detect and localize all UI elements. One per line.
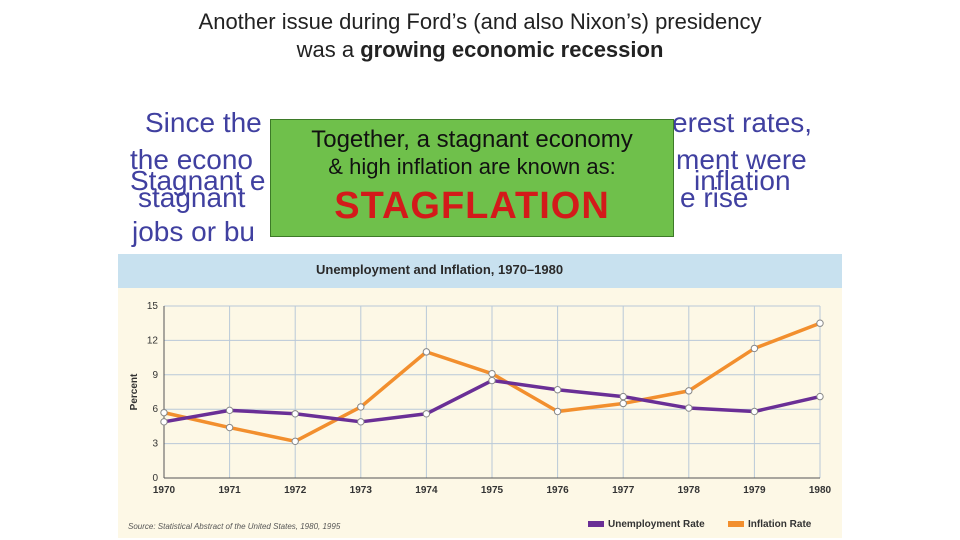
x-tick-label: 1970	[153, 485, 176, 496]
stagflation-callout: Together, a stagnant economy & high infl…	[270, 119, 674, 237]
data-point-inflation	[816, 319, 824, 327]
chart-header: Unemployment and Inflation, 1970–1980	[118, 254, 842, 288]
bg-text-row1-right: erest rates,	[672, 107, 813, 138]
data-point-unemployment	[750, 407, 759, 416]
data-point-unemployment	[816, 392, 824, 401]
data-point-unemployment	[357, 418, 365, 426]
bg-text-row3-right: inflation	[694, 165, 791, 196]
y-tick-label: 9	[152, 370, 158, 381]
legend-label-inflation: Inflation Rate	[748, 519, 812, 530]
data-point-inflation	[685, 387, 693, 395]
legend-unemployment: Unemployment Rate	[588, 519, 705, 530]
x-tick-label: 1978	[678, 485, 701, 496]
data-point-inflation	[291, 437, 299, 446]
x-tick-label: 1980	[809, 485, 832, 496]
bg-text-row2-right: ment were	[676, 144, 807, 175]
x-tick-label: 1976	[546, 485, 569, 496]
legend-swatch-unemployment	[588, 521, 604, 528]
line-chart: 0 3 6 9 12 15 1970 1971 1972 1973 1974 1975 1976 1977…	[129, 301, 832, 496]
data-point-inflation	[225, 423, 234, 432]
y-axis-label: Percent	[129, 373, 140, 410]
data-point-unemployment	[291, 410, 299, 418]
bg-text-row2-left: the econo	[130, 144, 253, 175]
bg-text-row4-left: stagnant	[138, 182, 246, 213]
legend-swatch-inflation	[728, 521, 744, 528]
x-tick-label: 1971	[218, 485, 241, 496]
data-point-unemployment	[553, 386, 562, 394]
data-point-inflation	[422, 348, 431, 356]
chart-panel: Unemployment and Inflation, 1970–1980 0 3…	[118, 254, 842, 538]
data-point-inflation	[619, 399, 627, 408]
data-point-unemployment	[225, 406, 234, 415]
data-point-inflation	[750, 344, 759, 353]
data-point-inflation	[488, 369, 496, 378]
bg-text-row1-left: Since the	[145, 107, 262, 138]
x-tick-label: 1973	[350, 485, 373, 496]
x-tick-label: 1975	[481, 485, 504, 496]
bg-text-row5-left: jobs or bu	[132, 216, 255, 247]
callout-line2: & high inflation are known as:	[328, 154, 616, 179]
x-tick-label: 1972	[284, 485, 307, 496]
legend-label-unemployment: Unemployment Rate	[608, 519, 705, 530]
data-point-unemployment	[422, 410, 431, 418]
data-point-inflation	[160, 408, 168, 417]
slide-title: Another issue during Ford’s (and also Ni…	[0, 8, 960, 64]
y-tick-label: 12	[147, 335, 159, 346]
y-tick-label: 6	[152, 404, 158, 415]
slide-title-line2: was a growing economic recession	[0, 36, 960, 64]
legend-inflation: Inflation Rate	[728, 519, 811, 530]
data-point-inflation	[553, 407, 562, 416]
callout-line1: Together, a stagnant economy	[311, 126, 633, 153]
x-tick-label: 1977	[612, 485, 635, 496]
y-tick-label: 0	[152, 473, 158, 484]
slide-title-line2-bold: growing economic recession	[360, 37, 664, 62]
bg-text-row3-left: Stagnant e	[130, 165, 266, 196]
bg-text-row4-right: e rise	[680, 182, 749, 213]
callout-term: STAGFLATION	[334, 185, 610, 227]
y-tick-label: 3	[152, 439, 158, 450]
data-point-unemployment	[619, 392, 627, 401]
chart-title: Unemployment and Inflation, 1970–1980	[316, 262, 564, 277]
data-point-inflation	[357, 403, 365, 411]
data-point-unemployment	[685, 404, 693, 412]
data-point-unemployment	[488, 376, 496, 385]
x-tick-label: 1979	[743, 485, 766, 496]
data-point-unemployment	[160, 418, 168, 426]
chart-source: Source: Statistical Abstract of the Unit…	[128, 522, 341, 531]
x-tick-label: 1974	[415, 485, 438, 496]
slide-title-line2-prefix: was a	[296, 37, 361, 62]
y-tick-label: 15	[147, 301, 159, 312]
slide-title-line1: Another issue during Ford’s (and also Ni…	[198, 9, 762, 34]
